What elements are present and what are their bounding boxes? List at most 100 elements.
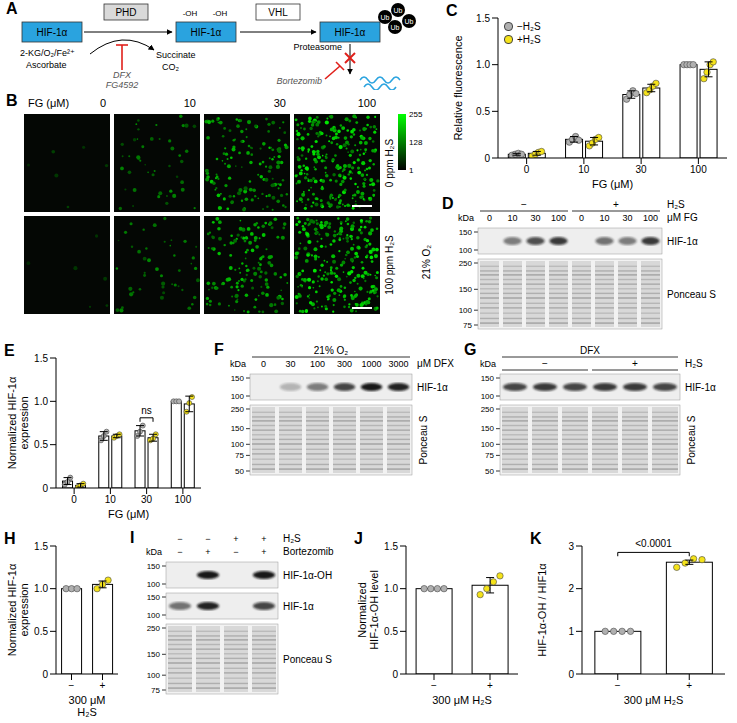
svg-text:−: − [177,547,182,557]
svg-text:100: 100 [459,246,473,255]
svg-text:10: 10 [184,97,196,109]
svg-text:Ponceau S: Ponceau S [283,654,332,665]
svg-text:2-KG/O₂/Fe²⁺: 2-KG/O₂/Fe²⁺ [20,48,75,58]
svg-text:100: 100 [481,440,495,449]
svg-text:21% O₂: 21% O₂ [314,345,349,356]
svg-text:1.5: 1.5 [476,13,490,24]
svg-text:1.5: 1.5 [384,541,398,552]
svg-text:150: 150 [481,374,495,383]
svg-text:Ub: Ub [381,14,390,21]
svg-text:−: − [431,680,437,691]
svg-text:300 μM: 300 μM [69,694,106,706]
svg-text:75: 75 [151,686,160,695]
svg-text:150: 150 [231,424,245,433]
svg-text:H₂S: H₂S [283,533,301,544]
svg-text:1.0: 1.0 [384,583,398,594]
svg-text:100: 100 [551,213,566,223]
svg-text:+: + [233,534,238,544]
svg-text:B: B [6,92,18,109]
svg-text:Ascorbate: Ascorbate [26,60,67,70]
svg-text:Proteasome: Proteasome [293,42,342,52]
svg-text:0.5: 0.5 [384,626,398,637]
svg-text:I: I [130,530,134,546]
svg-text:0 ppm H₂S: 0 ppm H₂S [384,139,395,188]
svg-text:HIF-1α-OH: HIF-1α-OH [283,570,332,581]
svg-text:10: 10 [599,213,609,223]
svg-text:HIF-1α: HIF-1α [667,236,698,247]
svg-text:1.0: 1.0 [34,396,48,407]
svg-text:300: 300 [337,359,352,369]
svg-text:1: 1 [409,166,414,175]
svg-text:0: 0 [524,164,530,175]
svg-text:+: + [100,680,106,691]
svg-text:+: + [205,547,210,557]
svg-text:30: 30 [622,213,632,223]
svg-text:+: + [632,358,638,369]
svg-text:1.5: 1.5 [34,541,48,552]
svg-text:100: 100 [481,392,495,401]
svg-text:HIF-1α: HIF-1α [191,27,222,38]
svg-text:FG (μM): FG (μM) [592,178,633,190]
svg-text:250: 250 [459,259,473,268]
svg-text:1000: 1000 [361,359,381,369]
svg-text:100: 100 [147,611,161,620]
svg-text:−: − [521,199,527,210]
svg-text:300 μM H₂S: 300 μM H₂S [624,694,684,706]
svg-text:50: 50 [485,467,494,476]
svg-text:Ponceau S: Ponceau S [418,415,429,464]
svg-text:Normalized: Normalized [356,582,368,638]
svg-text:Ub: Ub [405,18,414,25]
svg-text:100: 100 [358,97,376,109]
svg-text:H₂S: H₂S [685,358,703,369]
svg-text:DFX: DFX [580,345,600,356]
svg-text:0.5: 0.5 [34,626,48,637]
svg-text:1.5: 1.5 [34,353,48,364]
svg-text:150: 150 [147,650,161,659]
svg-text:<0.0001: <0.0001 [635,538,672,549]
svg-text:50: 50 [235,467,244,476]
svg-text:+: + [686,680,692,691]
svg-text:HIF-1α: HIF-1α [283,601,314,612]
svg-text:VHL: VHL [268,7,288,18]
svg-text:0.5: 0.5 [34,439,48,450]
svg-text:10: 10 [507,213,517,223]
svg-text:150: 150 [147,562,161,571]
svg-text:+: + [261,534,266,544]
svg-text:Ponceau S: Ponceau S [667,289,716,300]
svg-text:255: 255 [409,110,423,119]
svg-text:-OH: -OH [213,9,228,18]
svg-text:μM FG: μM FG [667,212,698,223]
svg-text:100: 100 [231,440,245,449]
svg-text:+: + [613,199,619,210]
svg-text:Bortezomib: Bortezomib [276,76,322,86]
svg-text:kDa: kDa [146,547,162,557]
svg-text:FG4592: FG4592 [106,80,139,90]
svg-text:0: 0 [579,213,584,223]
svg-text:-OH: -OH [183,9,198,18]
svg-text:0: 0 [568,669,574,680]
svg-text:30: 30 [274,97,286,109]
svg-text:H₂S: H₂S [667,199,685,210]
svg-text:30: 30 [141,494,153,505]
svg-text:HIF-1α-OH level: HIF-1α-OH level [368,570,380,650]
svg-text:Ub: Ub [391,24,400,31]
svg-text:expression: expression [18,396,30,449]
svg-text:μM DFX: μM DFX [417,358,454,369]
svg-text:0: 0 [71,494,77,505]
svg-text:G: G [464,342,476,358]
svg-text:30: 30 [285,359,295,369]
svg-text:75: 75 [235,451,244,460]
svg-text:300 μM H₂S: 300 μM H₂S [432,694,492,706]
svg-text:Ponceau S: Ponceau S [686,415,697,464]
svg-text:250: 250 [231,405,245,414]
svg-text:2: 2 [568,583,574,594]
svg-text:0.5: 0.5 [476,106,490,117]
svg-text:Succinate: Succinate [156,50,196,60]
svg-text:ns: ns [141,405,152,416]
svg-text:30: 30 [530,213,540,223]
svg-text:10: 10 [105,494,117,505]
svg-text:10: 10 [578,164,590,175]
svg-text:150: 150 [231,374,245,383]
svg-text:Bortezomib: Bortezomib [283,546,334,557]
svg-text:0: 0 [42,669,48,680]
